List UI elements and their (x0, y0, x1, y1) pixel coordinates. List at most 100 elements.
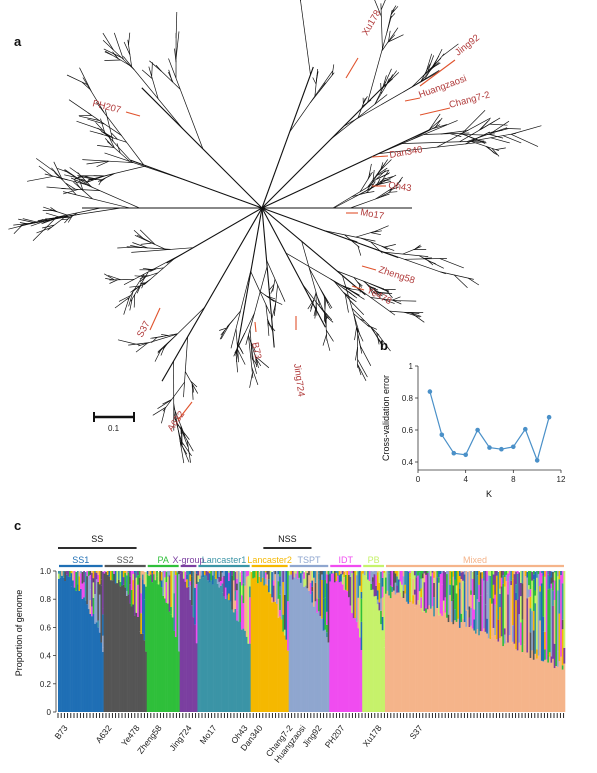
adm-group-bars (146, 571, 180, 712)
tree-label-leader (254, 321, 257, 333)
cv-point (427, 389, 433, 394)
cv-ytick-label: 0.6 (402, 426, 414, 435)
cv-point (451, 450, 457, 456)
tree-clade (219, 207, 283, 365)
tree-accession-label: Oh43 (388, 180, 413, 194)
tree-clade (261, 0, 459, 209)
cv-point (534, 458, 540, 463)
cv-point (487, 445, 492, 450)
adm-ytick-label: 0.8 (40, 595, 52, 604)
tree-clade (66, 67, 263, 209)
cv-xlabel: K (486, 489, 492, 499)
adm-group-label: SS2 (117, 555, 134, 565)
tree-accession-label: S37 (135, 319, 153, 339)
adm-accession-label: Jing724 (167, 723, 193, 753)
cv-xtick-label: 12 (557, 475, 566, 484)
tree-accession-label: Mo17 (359, 207, 384, 222)
cv-error-chart: Cross-validation error K 0.4 0.6 0.8 1 0 4 8 12 (381, 362, 566, 499)
adm-group-bars (329, 571, 363, 712)
cv-xtick-label: 4 (463, 475, 468, 484)
tree-label-leader (149, 307, 161, 331)
adm-supergroup-label: NSS (278, 534, 297, 544)
cv-ylabel: Cross-validation error (381, 375, 391, 461)
tree-label-leader (351, 285, 365, 291)
tree-label-leader (371, 155, 389, 158)
tree-accession-label: Jing92 (453, 32, 482, 58)
adm-group-bars (385, 571, 566, 712)
adm-group-label: PA (158, 555, 169, 565)
cv-point (546, 414, 552, 420)
adm-accession-label: Mo17 (198, 723, 219, 746)
adm-group-bars (288, 571, 330, 712)
tree-accession-label: Jing724 (291, 363, 307, 397)
adm-ytick-label: 0.6 (40, 623, 52, 632)
tree-accession-label: Chang7-2 (448, 89, 491, 110)
adm-group-bars (362, 571, 386, 712)
adm-accession-label: PH207 (323, 723, 347, 750)
adm-accession-label: Xu178 (361, 723, 384, 749)
adm-accession-label: B73 (52, 723, 69, 741)
adm-group-label: SS1 (72, 555, 89, 565)
tree-clade (233, 207, 286, 388)
adm-group-bars (197, 571, 251, 712)
tree-accession-label: B73 (249, 341, 263, 360)
adm-ylabel: Proportion of genome (14, 590, 24, 677)
adm-group-bars (103, 571, 148, 712)
tree-clade (262, 159, 412, 209)
tree-clade (261, 207, 365, 351)
tree-accession-label: Xu178 (360, 8, 383, 37)
panel-label-c: c (14, 518, 21, 533)
adm-ytick-label: 0.2 (40, 680, 52, 689)
adm-group-bars (179, 571, 198, 712)
adm-ytick-label: 0.4 (40, 652, 52, 661)
tree-label-leader (419, 107, 451, 116)
tree-label-leader (177, 401, 193, 421)
adm-group-label: Lancaster1 (202, 555, 247, 565)
adm-ytick-label: 0 (47, 708, 52, 717)
tree-clade (261, 207, 480, 289)
cv-point (499, 446, 504, 452)
cv-point (475, 427, 480, 433)
tree-accession-label: Zheng58 (377, 264, 416, 286)
cv-point (439, 432, 445, 438)
tree-label-leader (361, 265, 377, 271)
tree-clade (8, 158, 262, 242)
tree-label-leader (404, 97, 421, 102)
tree-clade (117, 207, 263, 464)
tree-clade (102, 11, 263, 209)
phylogenetic-tree (8, 0, 542, 464)
panel-label-b: b (380, 338, 388, 353)
panel-label-a: a (14, 34, 22, 49)
tree-label-leader (125, 111, 141, 117)
cv-ytick-label: 0.8 (402, 394, 414, 403)
tree-clade (261, 109, 542, 209)
cv-series-line (429, 391, 550, 463)
cv-ytick-label: 1 (409, 362, 414, 371)
adm-group-bars (58, 571, 104, 712)
adm-accession-label: A632 (93, 723, 113, 745)
scale-bar-label: 0.1 (108, 424, 120, 433)
adm-group-label: IDT (338, 555, 353, 565)
tree-clade (261, 207, 425, 381)
tree-clade (104, 207, 263, 315)
cv-point (463, 452, 469, 458)
adm-group-bars (250, 571, 289, 712)
cv-ytick-label: 0.4 (402, 458, 414, 467)
tree-clade (261, 0, 335, 209)
adm-group-label: X-group (173, 555, 205, 565)
cv-xtick-label: 8 (511, 475, 516, 484)
cv-point (523, 426, 528, 432)
tree-accession-labels: Xu178Jing92HuangzaosiChang7-2PH207Dan340… (91, 8, 491, 434)
tree-label-leader (419, 59, 456, 87)
adm-sample-ticks (57, 713, 565, 718)
adm-group-label: Mixed (463, 555, 487, 565)
adm-supergroup-label: SS (91, 534, 103, 544)
adm-ytick-label: 1.0 (40, 567, 52, 576)
tree-label-leader (345, 57, 359, 79)
scale-bar: 0.1 (93, 412, 135, 433)
adm-accession-label: S37 (407, 723, 424, 741)
adm-group-label: PB (368, 555, 380, 565)
admixture-chart: Proportion of genome 0 0.2 0.4 0.6 0.8 1.0 SS1… (14, 534, 566, 765)
adm-group-label: TSPT (297, 555, 321, 565)
